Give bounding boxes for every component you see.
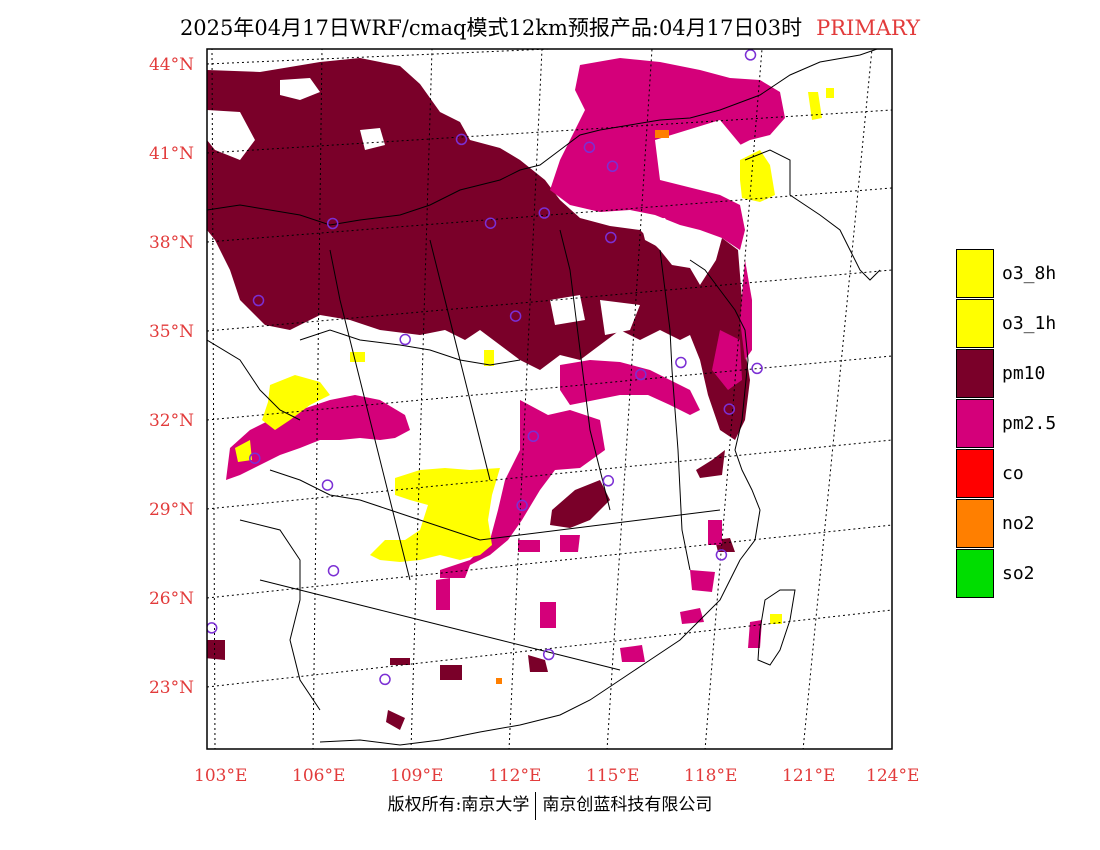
primary-tag: PRIMARY: [816, 16, 921, 40]
map-title: 2025年04月17日WRF/cmaq模式12km预报产品:04月17日03时 P…: [0, 12, 1100, 42]
boundaries: [207, 49, 881, 746]
station-marker: [379, 673, 391, 686]
legend-item-co: co: [956, 449, 1096, 499]
legend-swatch: [956, 249, 994, 298]
lat-label-38: 38°N: [148, 233, 194, 253]
copyright-left: 版权所有:南京大学: [387, 795, 530, 815]
station-marker: [751, 362, 763, 375]
station-marker: [455, 133, 468, 146]
legend-label: co: [1002, 463, 1024, 484]
station-marker: [605, 231, 617, 244]
station-marker: [516, 499, 528, 512]
copyright: 版权所有:南京大学 南京创蓝科技有限公司: [0, 790, 1100, 820]
station-marker: [602, 475, 615, 487]
station-marker: [252, 294, 265, 307]
station-marker: [635, 368, 647, 381]
lat-label-29: 29°N: [148, 500, 194, 520]
station-marker: [715, 549, 728, 561]
station-marker: [538, 207, 551, 219]
station-marker: [207, 622, 218, 634]
legend-item-so2: so2: [956, 549, 1096, 599]
graticule: [207, 49, 892, 749]
lon-label-118: 118°E: [684, 766, 738, 786]
station-marker: [321, 479, 334, 491]
lat-label-32: 32°N: [148, 411, 194, 431]
station-marker: [484, 217, 497, 229]
legend-swatch: [956, 499, 994, 548]
legend-item-pm25: pm2.5: [956, 399, 1096, 449]
o3-regions: [235, 88, 834, 624]
legend-item-no2: no2: [956, 499, 1096, 549]
station-marker: [675, 356, 687, 369]
lat-label-41: 41°N: [148, 144, 194, 164]
lon-label-109: 109°E: [390, 766, 444, 786]
copyright-right: 南京创蓝科技有限公司: [542, 795, 713, 815]
clear-areas: [207, 78, 745, 390]
lon-label-103: 103°E: [194, 766, 248, 786]
legend-swatch: [956, 549, 994, 598]
station-marker: [527, 430, 540, 443]
pm10-regions: [207, 58, 750, 730]
legend-item-o3-8h: o3_8h: [956, 249, 1096, 299]
legend-label: o3_1h: [1002, 313, 1057, 334]
legend-label: o3_8h: [1002, 263, 1057, 284]
station-marker: [723, 403, 736, 415]
map-frame: [206, 48, 893, 750]
station-marker: [606, 160, 619, 173]
station-marker: [326, 217, 339, 230]
legend-swatch: [956, 299, 994, 348]
legend-label: pm2.5: [1002, 413, 1057, 434]
lon-label-121: 121°E: [782, 766, 836, 786]
station-marker: [509, 310, 522, 322]
legend-item-pm10: pm10: [956, 349, 1096, 399]
legend-label: no2: [1002, 513, 1035, 534]
legend-swatch: [956, 449, 994, 498]
map-body: [207, 49, 881, 746]
station-marker: [399, 333, 411, 346]
title-text: 2025年04月17日WRF/cmaq模式12km预报产品:04月17日03时: [179, 16, 803, 40]
station-marker: [249, 452, 261, 464]
lat-label-44: 44°N: [148, 55, 194, 75]
legend-label: pm10: [1002, 363, 1046, 384]
station-marker: [744, 49, 757, 61]
copyright-separator: [535, 791, 537, 820]
lat-label-35: 35°N: [148, 322, 194, 342]
station-marker: [542, 648, 555, 661]
no2-spots: [496, 130, 669, 684]
monitoring-stations: [207, 49, 763, 686]
legend-swatch: [956, 399, 994, 448]
lon-label-124: 124°E: [866, 766, 920, 786]
lon-label-115: 115°E: [586, 766, 640, 786]
lat-label-26: 26°N: [148, 589, 194, 609]
lat-label-23: 23°N: [148, 678, 194, 698]
station-marker: [583, 141, 596, 154]
lon-label-106: 106°E: [292, 766, 346, 786]
legend: o3_8h o3_1h pm10 pm2.5 co no2 so2: [956, 249, 1096, 599]
lon-label-112: 112°E: [488, 766, 542, 786]
legend-swatch: [956, 349, 994, 398]
station-marker: [327, 564, 340, 577]
legend-item-o3-1h: o3_1h: [956, 299, 1096, 349]
legend-label: so2: [1002, 563, 1035, 584]
